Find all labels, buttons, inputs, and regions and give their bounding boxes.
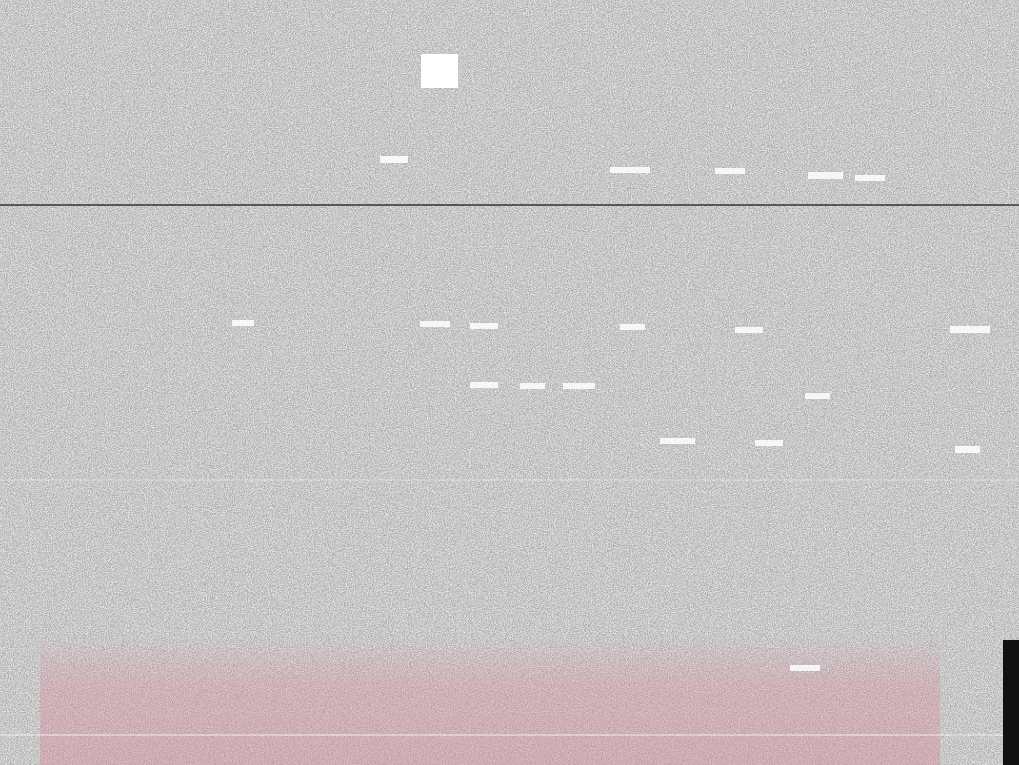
blob: [855, 175, 885, 181]
tinted-band: [40, 635, 940, 765]
page: (() => { const data = JSON.parse(documen…: [0, 0, 1019, 765]
blob: [950, 326, 990, 333]
blob: [955, 446, 980, 453]
blob: [620, 324, 645, 330]
blob: [232, 320, 254, 326]
screen: [0, 0, 1019, 765]
blob: [805, 393, 830, 399]
blob: [610, 167, 650, 173]
blob: [470, 382, 498, 388]
blob: [380, 156, 408, 163]
blob: [420, 321, 450, 327]
blob: [715, 168, 745, 174]
blob: [790, 665, 820, 671]
blob: [808, 172, 843, 179]
blob: [563, 383, 595, 389]
blob: [470, 323, 498, 329]
edge-shadow: [1003, 640, 1019, 765]
blob: [755, 440, 783, 446]
blob: [735, 327, 763, 333]
blob: [520, 383, 545, 389]
blob: [660, 438, 695, 444]
icon: [421, 54, 458, 88]
